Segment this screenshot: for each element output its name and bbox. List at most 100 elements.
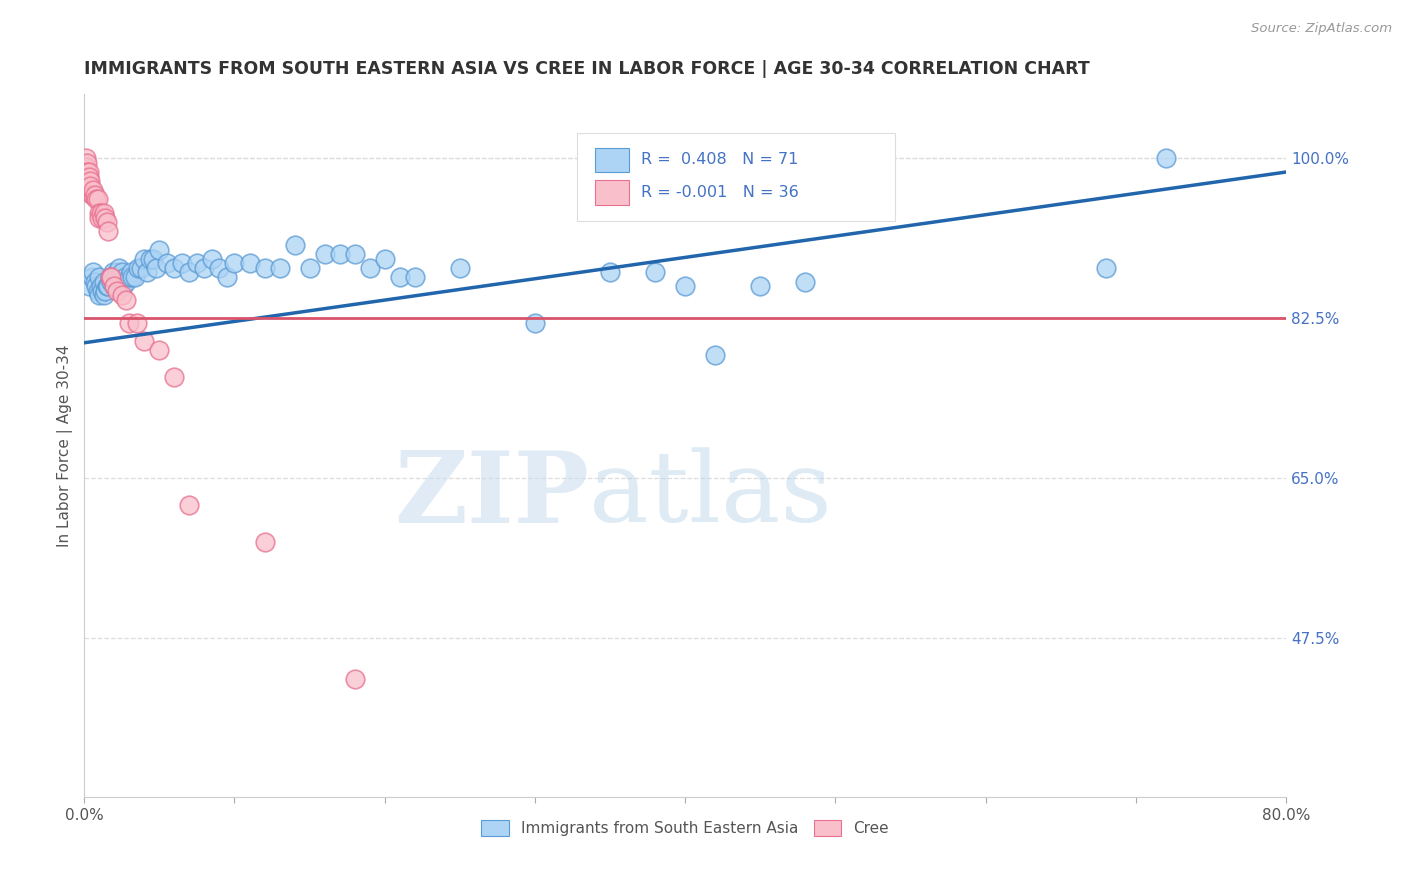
Text: ZIP: ZIP bbox=[394, 447, 589, 543]
Point bbox=[96, 279, 118, 293]
Point bbox=[170, 256, 193, 270]
Point bbox=[794, 275, 817, 289]
Point bbox=[139, 252, 162, 266]
Point bbox=[749, 279, 772, 293]
Point bbox=[89, 288, 111, 302]
Point bbox=[91, 284, 114, 298]
Point bbox=[94, 284, 117, 298]
Point bbox=[523, 316, 546, 330]
Point bbox=[100, 270, 122, 285]
Point bbox=[93, 288, 115, 302]
Text: Source: ZipAtlas.com: Source: ZipAtlas.com bbox=[1251, 22, 1392, 36]
Point bbox=[343, 247, 366, 261]
Point bbox=[131, 260, 153, 275]
Point bbox=[82, 265, 104, 279]
Point bbox=[91, 211, 114, 225]
Point bbox=[111, 288, 134, 302]
Point bbox=[77, 279, 100, 293]
Text: atlas: atlas bbox=[589, 447, 832, 543]
Point bbox=[103, 279, 125, 293]
Point bbox=[111, 265, 134, 279]
Point bbox=[114, 270, 136, 285]
Y-axis label: In Labor Force | Age 30-34: In Labor Force | Age 30-34 bbox=[58, 344, 73, 547]
Point bbox=[84, 279, 107, 293]
Point bbox=[101, 265, 124, 279]
Point bbox=[97, 279, 120, 293]
Point bbox=[253, 534, 276, 549]
Point bbox=[93, 206, 115, 220]
Point bbox=[359, 260, 381, 275]
Point bbox=[1154, 152, 1177, 166]
Point bbox=[103, 279, 125, 293]
Point bbox=[238, 256, 260, 270]
Point bbox=[388, 270, 411, 285]
Point bbox=[125, 316, 148, 330]
Point bbox=[1094, 260, 1116, 275]
Point bbox=[96, 215, 118, 229]
Point bbox=[105, 284, 128, 298]
Point bbox=[83, 275, 105, 289]
Point bbox=[76, 156, 98, 170]
Point bbox=[253, 260, 276, 275]
Point bbox=[673, 279, 696, 293]
Text: R = -0.001   N = 36: R = -0.001 N = 36 bbox=[641, 185, 799, 200]
Point bbox=[82, 183, 104, 197]
Point bbox=[644, 265, 666, 279]
FancyBboxPatch shape bbox=[576, 133, 896, 221]
Point bbox=[156, 256, 179, 270]
Point bbox=[124, 270, 146, 285]
Text: R =  0.408   N = 71: R = 0.408 N = 71 bbox=[641, 152, 799, 167]
Point bbox=[115, 293, 138, 307]
Point bbox=[100, 275, 122, 289]
Point bbox=[314, 247, 336, 261]
Point bbox=[118, 316, 141, 330]
Point bbox=[97, 224, 120, 238]
Point bbox=[224, 256, 246, 270]
Point bbox=[298, 260, 321, 275]
Point bbox=[89, 206, 111, 220]
Point bbox=[120, 265, 142, 279]
Point bbox=[193, 260, 215, 275]
FancyBboxPatch shape bbox=[595, 148, 628, 172]
Point bbox=[83, 187, 105, 202]
Point bbox=[404, 270, 426, 285]
Legend: Immigrants from South Eastern Asia, Cree: Immigrants from South Eastern Asia, Cree bbox=[475, 814, 896, 843]
Point bbox=[89, 211, 111, 225]
Point bbox=[75, 152, 97, 166]
Point bbox=[148, 343, 170, 357]
Point bbox=[329, 247, 352, 261]
Point bbox=[142, 252, 165, 266]
Point bbox=[100, 270, 122, 285]
Point bbox=[87, 284, 110, 298]
Point bbox=[121, 270, 143, 285]
Point bbox=[208, 260, 231, 275]
Point bbox=[75, 161, 97, 175]
Point bbox=[80, 270, 103, 285]
Point bbox=[118, 270, 141, 285]
Point bbox=[449, 260, 471, 275]
Point bbox=[599, 265, 621, 279]
Point bbox=[80, 187, 103, 202]
Point bbox=[87, 193, 110, 207]
Point bbox=[94, 211, 117, 225]
Point bbox=[84, 193, 107, 207]
Point bbox=[79, 178, 101, 193]
Point bbox=[82, 187, 104, 202]
Point bbox=[127, 260, 149, 275]
Point bbox=[77, 165, 100, 179]
Point bbox=[145, 260, 167, 275]
Point bbox=[104, 270, 127, 285]
Point bbox=[163, 260, 186, 275]
Point bbox=[179, 498, 201, 512]
Point bbox=[112, 279, 135, 293]
Point bbox=[108, 260, 131, 275]
Point bbox=[148, 243, 170, 257]
Point bbox=[704, 348, 727, 362]
Point bbox=[115, 275, 138, 289]
Point bbox=[343, 672, 366, 686]
Point bbox=[90, 206, 112, 220]
Point bbox=[79, 174, 101, 188]
Point bbox=[134, 252, 156, 266]
Point bbox=[179, 265, 201, 279]
Point bbox=[284, 238, 307, 252]
